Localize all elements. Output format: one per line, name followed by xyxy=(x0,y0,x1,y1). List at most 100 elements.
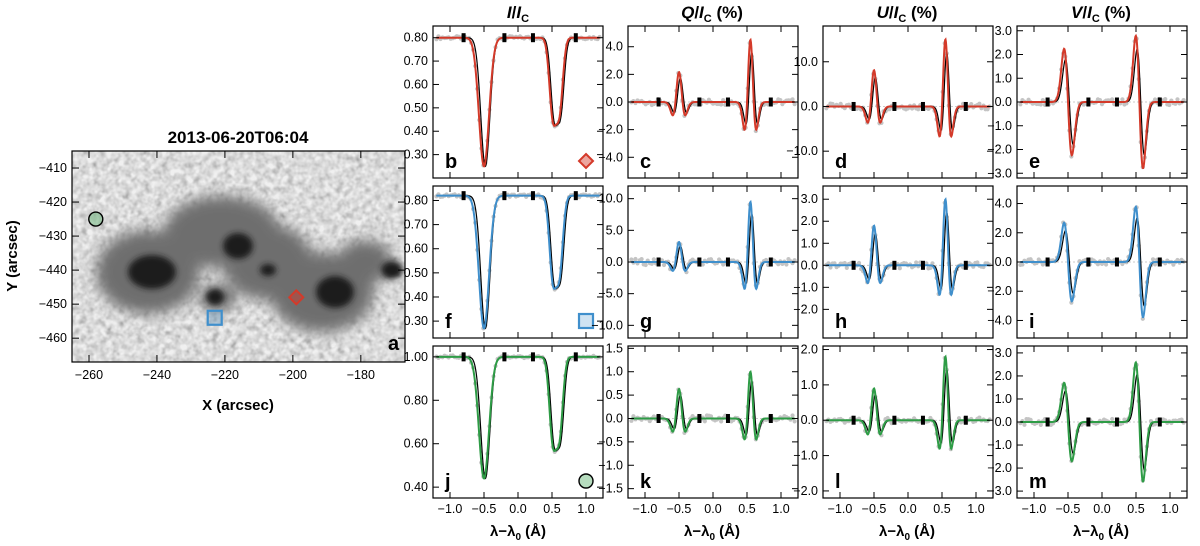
y-tick-label: 0.5 xyxy=(606,388,623,402)
continuum-window-marker xyxy=(502,352,507,362)
panel-label-b: b xyxy=(445,151,457,173)
map-x-label: X (arcsec) xyxy=(202,397,274,414)
observed-point xyxy=(643,262,648,268)
y-tick-label: 1.5 xyxy=(606,341,623,355)
y-tick-label: −1.0 xyxy=(598,458,623,472)
y-tick-label: 2.0 xyxy=(995,48,1012,62)
stokes-panel-g: 10.0 5.0 0.0 −5.0 −10.0 g xyxy=(591,185,799,339)
observed-point xyxy=(790,413,795,418)
continuum-window-marker xyxy=(1157,97,1162,107)
panel-label-k: k xyxy=(640,471,652,493)
observed-point xyxy=(1022,422,1027,427)
observed-point xyxy=(977,415,982,420)
observed-point xyxy=(708,414,714,419)
y-tick-label: −5.0 xyxy=(598,287,623,301)
panel-label-l: l xyxy=(835,471,841,493)
continuum-window-marker xyxy=(502,191,507,201)
y-tick-label: 5.0 xyxy=(606,223,623,237)
observed-point xyxy=(1110,97,1115,102)
x-tick-label: 1.0 xyxy=(772,502,789,516)
observed-point xyxy=(1152,97,1158,102)
y-tick-label: −2.0 xyxy=(987,143,1012,157)
continuum-window-marker xyxy=(725,97,730,107)
observed-point xyxy=(1018,102,1023,107)
continuum-window-marker xyxy=(530,352,535,362)
x-tick-label: 0.0 xyxy=(1093,502,1110,516)
stokes-panel-l: 2.0 1.0 0.0 −1.0 −2.0 −1.0 −0.5 0.0 0.5 1.0 l xyxy=(793,343,994,516)
observed-point xyxy=(975,260,980,265)
continuum-window-marker xyxy=(851,101,856,111)
y-tick-label: 0.0 xyxy=(606,95,623,109)
map-markers xyxy=(88,211,305,326)
x-tick-label: 1.0 xyxy=(967,502,984,516)
stokes-panel-h: 3.0 2.0 1.0 0.0 −1.0 −2.0 h xyxy=(793,185,994,339)
continuum-window-marker xyxy=(851,415,856,425)
observed-point xyxy=(700,262,705,267)
y-tick-label: 0.50 xyxy=(404,266,428,280)
panel-label-c: c xyxy=(640,151,651,173)
x-tick-label: −0.5 xyxy=(862,502,887,516)
map-x-tick-label: −200 xyxy=(279,368,307,382)
continuum-window-marker xyxy=(1114,257,1119,267)
observed-point xyxy=(1167,102,1172,108)
col-title-U: U/IC (%) xyxy=(877,3,938,25)
observed-point xyxy=(784,262,789,267)
y-tick-label: −2.0 xyxy=(987,284,1012,298)
y-tick-label: 1.0 xyxy=(606,365,623,379)
observed-point xyxy=(897,266,902,271)
x-label-col-U: λ−λ0 (Å) xyxy=(879,523,935,543)
observed-point xyxy=(629,418,634,423)
observed-point xyxy=(914,260,919,265)
map-x-tick-label: −220 xyxy=(211,368,239,382)
y-tick-label: 0.60 xyxy=(404,77,428,91)
stokes-panel-d: 10.0 0.0 −10.0 d xyxy=(786,25,994,179)
y-tick-label: 3.0 xyxy=(995,24,1012,38)
y-tick-label: 0.50 xyxy=(404,101,428,115)
y-tick-label: 0.0 xyxy=(801,99,818,113)
observed-point xyxy=(1175,97,1180,102)
continuum-window-marker xyxy=(502,33,507,43)
y-tick-label: 0.0 xyxy=(606,255,623,269)
y-tick-label: −1.0 xyxy=(987,438,1012,452)
panel-label-f: f xyxy=(445,311,452,333)
map-panel: 2013-06-20T06:04 −260 −24 xyxy=(4,128,406,414)
map-title: 2013-06-20T06:04 xyxy=(168,128,309,147)
y-tick-label: −4.0 xyxy=(598,150,623,164)
observed-point xyxy=(651,257,656,262)
x-label-col-V: λ−λ0 (Å) xyxy=(1073,523,1129,543)
observed-point xyxy=(969,101,974,107)
observed-point xyxy=(916,107,921,112)
stokes-panel-b: 0.80 0.70 0.60 0.50 0.40 0.30 b xyxy=(404,25,604,179)
map-y-tick-label: −450 xyxy=(39,297,67,311)
stokes-panel-j: 1.00 0.80 0.60 0.40 −1.0 −0.5 0.0 0.5 1.0 j xyxy=(404,345,604,516)
map-x-tick-label: −180 xyxy=(347,368,375,382)
stokes-panel-m: 3.0 2.0 1.0 0.0 −1.0 −2.0 −3.0 −1.0 −0.5 0.0 0.5 1.… xyxy=(987,345,1188,516)
panel-label-a: a xyxy=(388,333,400,355)
observed-point xyxy=(956,416,962,421)
observed-point xyxy=(844,265,849,270)
observed-point xyxy=(719,419,724,424)
continuum-window-marker xyxy=(1045,417,1050,427)
continuum-window-marker xyxy=(1157,257,1162,267)
continuum-window-marker xyxy=(656,413,661,423)
observed-point xyxy=(1120,97,1125,102)
panel-label-m: m xyxy=(1029,471,1047,493)
observed-point xyxy=(702,419,707,424)
y-tick-label: 1.0 xyxy=(995,392,1012,406)
row-marker-circle xyxy=(578,473,594,489)
observed-point xyxy=(928,265,933,271)
y-tick-label: −2.0 xyxy=(793,484,818,498)
continuum-window-marker xyxy=(892,101,897,111)
observed-point xyxy=(977,101,982,106)
y-tick-label: 0.0 xyxy=(995,95,1012,109)
y-tick-label: −3.0 xyxy=(987,484,1012,498)
y-tick-label: 0.0 xyxy=(606,411,623,425)
y-tick-label: 0.0 xyxy=(801,413,818,427)
y-tick-label: 0.80 xyxy=(404,31,428,45)
continuum-window-marker xyxy=(920,260,925,270)
continuum-window-marker xyxy=(697,257,702,267)
observed-point xyxy=(1150,257,1156,262)
x-tick-label: −1.0 xyxy=(633,502,658,516)
observed-point xyxy=(629,257,634,262)
observed-point xyxy=(887,106,892,112)
